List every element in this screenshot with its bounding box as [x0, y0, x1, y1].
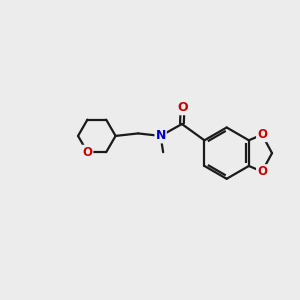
- Text: O: O: [257, 165, 267, 178]
- Text: O: O: [257, 128, 267, 141]
- Text: O: O: [177, 101, 188, 114]
- Text: N: N: [155, 129, 166, 142]
- Text: O: O: [82, 146, 92, 159]
